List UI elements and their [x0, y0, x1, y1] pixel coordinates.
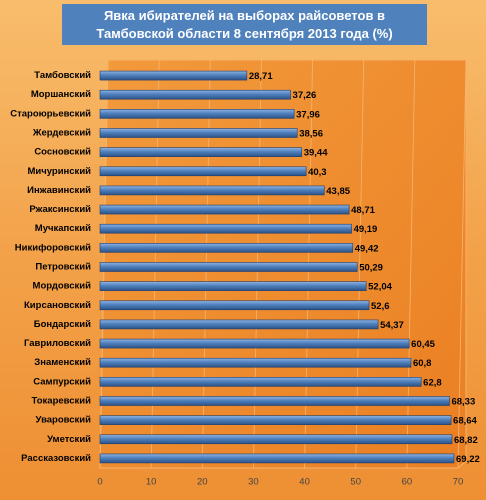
bar — [99, 89, 291, 100]
y-tick-label: Мучкапский — [35, 223, 91, 234]
bar — [99, 128, 298, 138]
bar — [99, 396, 450, 406]
value-label: 38,56 — [299, 129, 323, 140]
bar — [99, 147, 303, 157]
bar — [99, 109, 295, 119]
value-label: 68,33 — [451, 397, 475, 408]
y-tick-label: Бондарский — [34, 319, 91, 330]
y-tick-label: Тамбовский — [34, 70, 91, 81]
bar — [99, 319, 379, 330]
value-label: 28,71 — [249, 71, 273, 82]
x-tick-label: 0 — [97, 477, 102, 488]
y-tick-label: Петровский — [35, 262, 91, 273]
x-tick-label: 20 — [197, 477, 208, 488]
y-tick-label: Никифоровский — [15, 242, 91, 253]
value-label: 68,82 — [454, 435, 478, 446]
bar — [99, 243, 354, 253]
y-tick-label: Инжавинский — [27, 185, 91, 196]
value-label: 50,29 — [359, 263, 383, 274]
value-label: 37,96 — [296, 109, 320, 120]
x-tick-label: 50 — [350, 477, 361, 488]
x-tick-label: 40 — [299, 477, 310, 488]
y-tick-label: Жердевский — [32, 128, 91, 139]
bar — [99, 204, 350, 215]
value-label: 54,37 — [380, 320, 404, 331]
y-tick-label: Уметский — [47, 434, 91, 445]
y-tick-label: Мордовский — [33, 281, 92, 292]
value-label: 62,8 — [423, 377, 442, 388]
value-label: 48,71 — [351, 205, 375, 216]
y-tick-label: Знаменский — [34, 357, 91, 368]
bar — [99, 453, 455, 464]
bar — [99, 70, 248, 81]
y-tick-label: Мичуринский — [27, 166, 91, 177]
x-tick-label: 70 — [453, 477, 464, 488]
bar — [99, 185, 325, 196]
bar — [99, 357, 412, 368]
value-label: 60,45 — [411, 339, 435, 350]
x-tick-label: 10 — [146, 477, 157, 488]
value-label: 37,26 — [293, 90, 317, 101]
value-label: 52,04 — [368, 282, 392, 293]
grid-line — [457, 59, 467, 469]
y-tick-label: Ржаксинский — [29, 204, 91, 215]
value-label: 60,8 — [413, 358, 432, 369]
y-tick-label: Гавриловский — [24, 338, 91, 349]
chart-title: Явка ибирателей на выборах райсоветов в … — [62, 4, 427, 45]
bar — [99, 223, 352, 234]
bar — [99, 281, 367, 291]
y-tick-label: Рассказовский — [21, 453, 91, 464]
value-label: 40,3 — [308, 167, 327, 178]
bar — [99, 377, 422, 387]
value-label: 49,42 — [355, 243, 379, 254]
bar — [99, 262, 358, 272]
x-tick-label: 60 — [402, 477, 413, 488]
bar — [99, 415, 452, 425]
value-label: 43,85 — [326, 186, 350, 197]
bar — [99, 434, 453, 445]
y-tick-label: Уваровский — [36, 415, 92, 426]
value-label: 49,19 — [354, 224, 378, 235]
y-tick-label: Сампурский — [33, 376, 91, 387]
y-tick-label: Кирсановский — [24, 300, 91, 311]
y-tick-label: Моршанский — [31, 89, 91, 100]
bar — [99, 166, 307, 177]
value-label: 52,6 — [371, 301, 390, 312]
bar — [99, 300, 370, 311]
y-tick-label: Староюрьевский — [10, 108, 91, 119]
value-label: 69,22 — [456, 454, 480, 465]
y-tick-label: Сосновский — [34, 147, 91, 158]
bar — [99, 338, 410, 349]
value-label: 39,44 — [304, 148, 328, 159]
value-label: 68,64 — [453, 416, 477, 427]
x-tick-label: 30 — [248, 477, 259, 488]
y-tick-label: Токаревский — [32, 396, 92, 407]
